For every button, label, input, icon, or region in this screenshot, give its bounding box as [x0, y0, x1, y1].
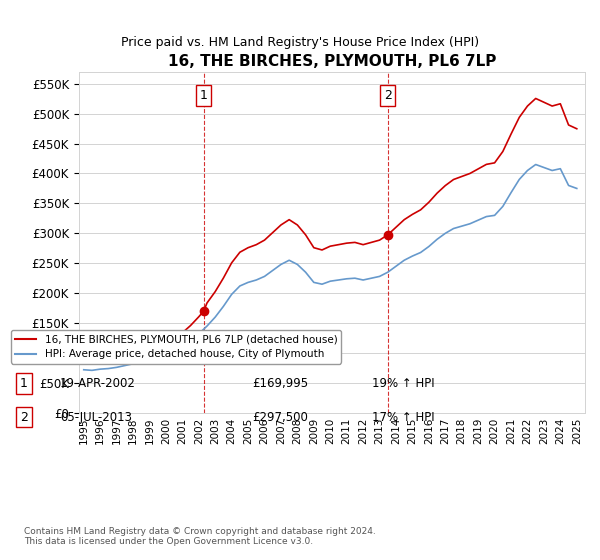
Text: 05-JUL-2013: 05-JUL-2013: [60, 410, 132, 424]
Text: 19-APR-2002: 19-APR-2002: [60, 377, 136, 390]
Text: £169,995: £169,995: [252, 377, 308, 390]
Text: 1: 1: [20, 377, 28, 390]
Text: 17% ↑ HPI: 17% ↑ HPI: [372, 410, 434, 424]
Text: 19% ↑ HPI: 19% ↑ HPI: [372, 377, 434, 390]
Text: Contains HM Land Registry data © Crown copyright and database right 2024.
This d: Contains HM Land Registry data © Crown c…: [24, 526, 376, 546]
Text: 2: 2: [20, 410, 28, 424]
Text: 2: 2: [384, 89, 392, 102]
Text: £297,500: £297,500: [252, 410, 308, 424]
Title: 16, THE BIRCHES, PLYMOUTH, PL6 7LP: 16, THE BIRCHES, PLYMOUTH, PL6 7LP: [168, 54, 496, 69]
Legend: 16, THE BIRCHES, PLYMOUTH, PL6 7LP (detached house), HPI: Average price, detache: 16, THE BIRCHES, PLYMOUTH, PL6 7LP (deta…: [11, 330, 341, 363]
Text: 1: 1: [200, 89, 208, 102]
Text: Price paid vs. HM Land Registry's House Price Index (HPI): Price paid vs. HM Land Registry's House …: [121, 36, 479, 49]
